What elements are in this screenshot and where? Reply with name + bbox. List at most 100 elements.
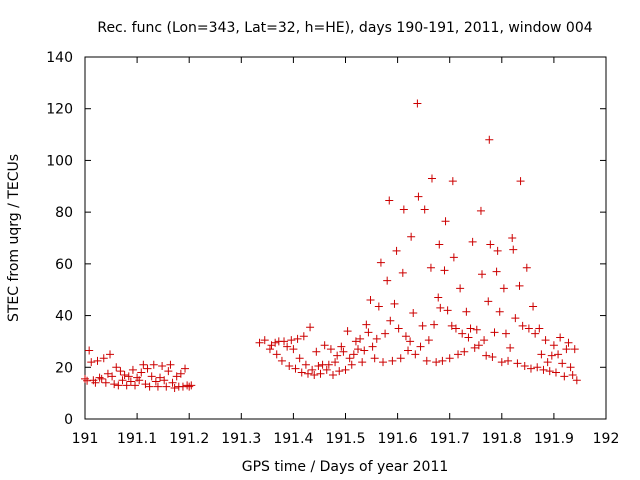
data-point (535, 324, 544, 333)
data-point (434, 293, 443, 302)
data-point (447, 321, 456, 330)
data-point (314, 361, 323, 370)
data-point (168, 378, 177, 387)
data-point (376, 258, 385, 267)
data-point (560, 372, 569, 381)
data-point (141, 380, 150, 389)
data-point (562, 345, 571, 354)
data-point (443, 306, 452, 315)
data-point (345, 354, 354, 363)
data-point (436, 303, 445, 312)
data-point (166, 360, 175, 369)
data-point (347, 360, 356, 369)
data-point (409, 308, 418, 317)
data-point (432, 358, 441, 367)
x-tick-label: 191.5 (325, 431, 365, 447)
data-point (126, 377, 135, 386)
x-tick-label: 191.8 (482, 431, 522, 447)
x-tick-label: 192 (593, 431, 620, 447)
y-tick-label: 120 (46, 102, 73, 118)
data-point (93, 356, 102, 365)
data-point (506, 343, 515, 352)
data-point (158, 361, 167, 370)
data-point (516, 177, 525, 186)
data-point (531, 329, 540, 338)
x-tick-label: 191.2 (169, 431, 209, 447)
x-tick-label: 191.7 (430, 431, 470, 447)
data-point (549, 341, 558, 350)
x-tick-label: 191.6 (378, 431, 418, 447)
data-point (145, 382, 154, 391)
data-point (310, 371, 319, 380)
data-point (520, 361, 529, 370)
data-point (492, 267, 501, 276)
data-point (401, 332, 410, 341)
data-point (170, 383, 179, 392)
data-point (418, 321, 427, 330)
data-point (504, 356, 513, 365)
data-point (139, 360, 148, 369)
data-point (438, 356, 447, 365)
data-point (470, 343, 479, 352)
data-point (511, 314, 520, 323)
x-axis-title: GPS time / Days of year 2011 (242, 459, 449, 475)
data-point (413, 99, 422, 108)
x-tick-labels: 191 191.1 191.2 191.3 191.4 191.5 191.6 191.7 19… (72, 431, 620, 447)
data-point (572, 376, 581, 385)
y-axis-title: STEC from uqrg / TECUs (6, 154, 22, 322)
data-point (501, 329, 510, 338)
data-point (392, 246, 401, 255)
data-point (524, 324, 533, 333)
data-point (287, 336, 296, 345)
data-point (271, 338, 280, 347)
data-point (488, 352, 497, 361)
data-point (445, 354, 454, 363)
data-point (164, 367, 173, 376)
data-point (316, 369, 325, 378)
data-point (108, 372, 117, 381)
data-point (265, 345, 274, 354)
data-point (558, 359, 567, 368)
y-tick-labels: 0 20 40 60 80 100 120 140 (46, 50, 73, 428)
data-point (466, 324, 475, 333)
data-point (337, 342, 346, 351)
data-point (289, 345, 298, 354)
data-point (416, 342, 425, 351)
data-point (351, 337, 360, 346)
data-point (339, 347, 348, 356)
data-point (277, 356, 286, 365)
data-point (147, 372, 156, 381)
x-tick-label: 191.1 (117, 431, 157, 447)
data-point (322, 365, 331, 374)
data-point (364, 328, 373, 337)
data-point (137, 368, 146, 377)
data-point (529, 302, 538, 311)
data-point (285, 361, 294, 370)
data-point (99, 354, 108, 363)
data-point (399, 205, 408, 214)
data-point (381, 329, 390, 338)
y-tick-label: 40 (55, 309, 73, 325)
data-point (162, 382, 171, 391)
data-point (143, 364, 152, 373)
data-point (335, 367, 344, 376)
data-point (112, 363, 121, 372)
data-point (103, 369, 112, 378)
data-point (110, 380, 119, 389)
data-point (547, 351, 556, 360)
data-point (120, 371, 129, 380)
data-point (420, 205, 429, 214)
data-point (484, 297, 493, 306)
x-tick-label: 191 (72, 431, 99, 447)
data-point (518, 321, 527, 330)
data-point (404, 346, 413, 355)
data-point (468, 237, 477, 246)
data-point (539, 365, 548, 374)
data-point (424, 336, 433, 345)
data-point (358, 358, 367, 367)
data-point (566, 363, 575, 372)
data-point (116, 367, 125, 376)
data-point (114, 381, 123, 390)
data-point (474, 341, 483, 350)
